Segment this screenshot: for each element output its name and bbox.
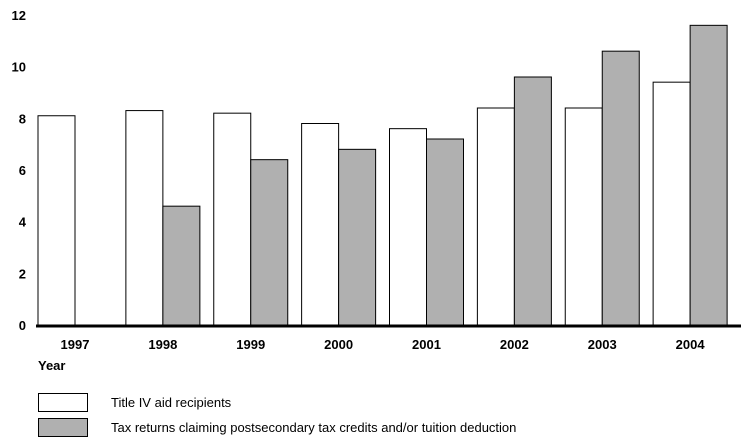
bar-tax-returns-2002 [513,76,552,326]
x-tick-label-2004: 2004 [676,337,706,352]
y-tick-label-2: 2 [19,266,26,281]
bar-tax-returns-1998 [162,205,201,326]
bar-title-iv-2004 [652,81,691,326]
x-tick-label-1999: 1999 [236,337,265,352]
bar-tax-returns-2004 [689,24,728,326]
legend: Title IV aid recipients Tax returns clai… [38,391,516,441]
bars [37,24,728,326]
x-tick-label-2002: 2002 [500,337,529,352]
legend-label-tax-returns: Tax returns claiming postsecondary tax c… [111,419,517,435]
x-tick-label-2001: 2001 [412,337,441,352]
bar-title-iv-1999 [213,112,252,326]
bar-title-iv-2002 [476,107,515,326]
y-tick-label-0: 0 [19,318,26,333]
bar-title-iv-2000 [301,123,340,326]
bar-title-iv-1998 [125,110,164,326]
legend-label-title-iv: Title IV aid recipients [111,394,232,410]
legend-item-title-iv: Title IV aid recipients [38,391,516,413]
bar-tax-returns-2003 [601,50,640,326]
x-axis-ticks: 1997 1998 1999 2000 2001 2002 2003 2004 [61,337,706,352]
y-axis-ticks: 0 2 4 6 8 10 12 [12,8,27,333]
y-tick-label-4: 4 [19,215,27,230]
legend-item-tax-returns: Tax returns claiming postsecondary tax c… [38,416,516,438]
y-tick-label-10: 10 [12,60,26,75]
bar-title-iv-2003 [564,107,603,326]
x-tick-label-1997: 1997 [61,337,90,352]
legend-swatch-title-iv [38,392,88,412]
bar-tax-returns-2001 [426,138,464,326]
y-tick-label-12: 12 [12,8,26,23]
x-tick-label-1998: 1998 [148,337,177,352]
x-tick-label-2003: 2003 [588,337,617,352]
bar-tax-returns-2000 [338,148,377,326]
x-axis-label: Year [38,358,65,373]
y-tick-label-6: 6 [19,163,26,178]
bar-title-iv-1997 [37,115,76,326]
y-tick-label-8: 8 [19,111,26,126]
bar-tax-returns-1999 [250,159,289,326]
x-tick-label-2000: 2000 [324,337,353,352]
bar-title-iv-2001 [389,128,427,326]
legend-swatch-tax-returns [38,417,88,437]
